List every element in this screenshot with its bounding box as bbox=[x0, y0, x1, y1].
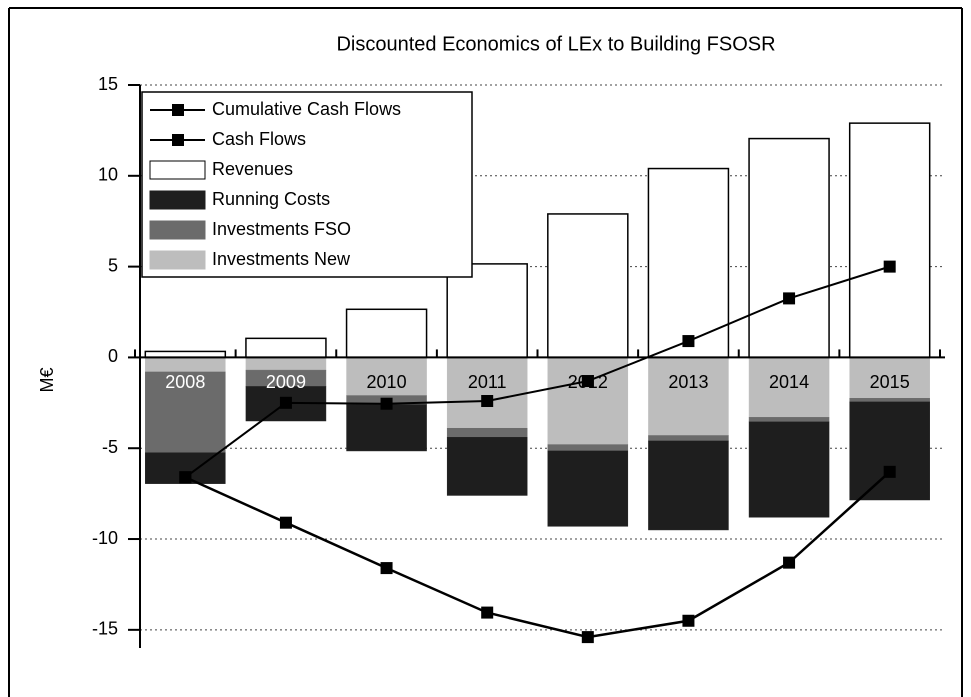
legend-box bbox=[141, 91, 473, 278]
bar bbox=[849, 401, 930, 501]
bar bbox=[245, 357, 327, 371]
legend-label: Investments New bbox=[212, 249, 351, 269]
marker bbox=[279, 516, 292, 529]
marker bbox=[682, 335, 695, 348]
bar bbox=[648, 435, 729, 442]
bar bbox=[547, 450, 629, 527]
marker bbox=[783, 556, 796, 569]
y-tick-label: -10 bbox=[92, 528, 118, 548]
y-tick-label: -5 bbox=[102, 437, 118, 457]
legend-label: Cash Flows bbox=[212, 129, 306, 149]
y-tick-label: 15 bbox=[98, 74, 118, 94]
bar bbox=[647, 167, 730, 359]
y-axis-label: M€ bbox=[37, 367, 57, 392]
x-tick-label: 2010 bbox=[367, 372, 407, 392]
bar bbox=[346, 357, 427, 396]
y-tick-label: -15 bbox=[92, 619, 118, 639]
bar bbox=[547, 357, 629, 445]
legend-label: Cumulative Cash Flows bbox=[212, 99, 401, 119]
marker bbox=[279, 396, 292, 409]
bar bbox=[849, 398, 930, 403]
y-tick-label: 0 bbox=[108, 346, 118, 366]
bar bbox=[648, 357, 729, 436]
y-tick-label: 5 bbox=[108, 255, 118, 275]
legend-label: Investments FSO bbox=[212, 219, 351, 239]
legend-label: Revenues bbox=[212, 159, 293, 179]
bar bbox=[547, 213, 629, 359]
bar bbox=[648, 440, 729, 531]
legend-marker bbox=[172, 134, 184, 146]
marker bbox=[179, 471, 192, 484]
x-tick-label: 2008 bbox=[165, 372, 205, 392]
x-tick-label: 2014 bbox=[769, 372, 809, 392]
bar bbox=[446, 263, 528, 359]
chart-title: Discounted Economics of LEx to Building … bbox=[336, 33, 775, 55]
marker bbox=[380, 397, 393, 410]
bar bbox=[245, 337, 327, 359]
marker bbox=[380, 562, 393, 575]
marker bbox=[883, 260, 896, 273]
bar bbox=[848, 122, 931, 359]
line bbox=[184, 470, 891, 639]
x-tick-label: 2009 bbox=[266, 372, 306, 392]
legend-swatch bbox=[149, 250, 206, 270]
legend-swatch bbox=[149, 220, 206, 240]
line bbox=[184, 265, 890, 479]
x-tick-label: 2015 bbox=[870, 372, 910, 392]
bar bbox=[346, 404, 427, 452]
marker bbox=[581, 375, 594, 388]
y-tick-label: 10 bbox=[98, 165, 118, 185]
marker bbox=[481, 606, 494, 619]
x-tick-label: 2011 bbox=[468, 372, 507, 392]
bar bbox=[145, 357, 226, 373]
legend-label: Running Costs bbox=[212, 189, 330, 209]
marker bbox=[581, 631, 594, 644]
bar bbox=[345, 308, 428, 359]
bar bbox=[748, 421, 830, 518]
legend-marker bbox=[172, 104, 184, 116]
bar bbox=[849, 357, 930, 399]
marker bbox=[883, 465, 896, 478]
legend-swatch bbox=[149, 190, 206, 210]
bar bbox=[446, 427, 528, 438]
bar bbox=[446, 437, 528, 496]
bar bbox=[547, 444, 629, 452]
bar bbox=[145, 371, 226, 454]
x-tick-label: 2013 bbox=[668, 372, 708, 392]
bar bbox=[446, 357, 528, 429]
marker bbox=[481, 395, 494, 408]
bar bbox=[748, 417, 830, 423]
marker bbox=[783, 292, 796, 305]
bar bbox=[748, 357, 830, 418]
legend-swatch bbox=[149, 160, 206, 180]
bar bbox=[748, 137, 830, 359]
marker bbox=[682, 614, 695, 627]
